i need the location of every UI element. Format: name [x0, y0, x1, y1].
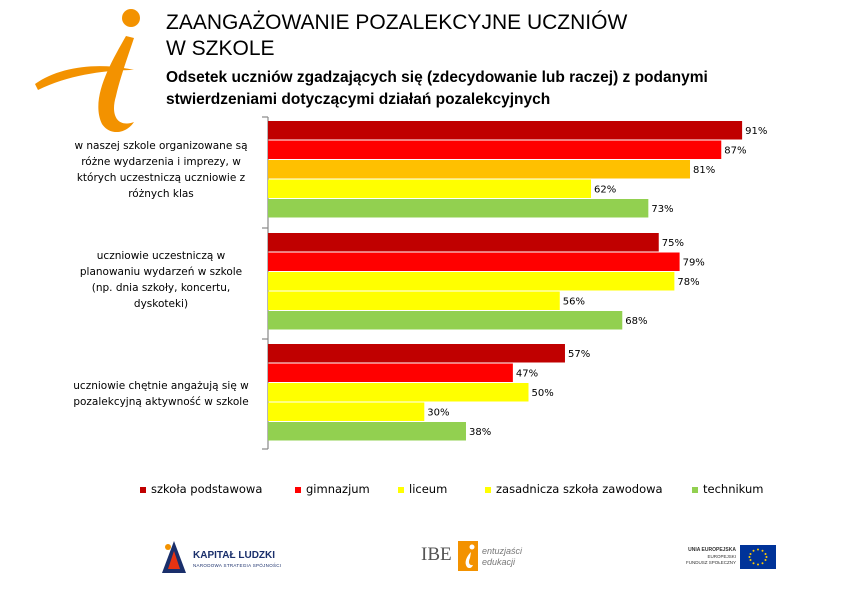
bar-1-1 — [268, 252, 680, 271]
bar-1-4 — [268, 311, 623, 330]
category-label-line: uczniowie chętnie angażują się w — [73, 380, 249, 392]
bar-value-label: 75% — [662, 238, 684, 249]
bar-value-label: 30% — [427, 408, 449, 419]
bar-value-label: 81% — [693, 165, 715, 176]
subtitle-line-2: stwierdzeniami dotyczącymi działań pozal… — [166, 91, 551, 108]
bar-value-label: 91% — [745, 126, 767, 137]
bar-1-0 — [268, 233, 659, 252]
legend-label: zasadnicza szkoła zawodowa — [496, 482, 663, 496]
subtitle-line-1: Odsetek uczniów zgadzających się (zdecyd… — [166, 69, 708, 86]
legend-item: szkoła podstawowa — [140, 482, 262, 496]
bar-0-1 — [268, 140, 722, 159]
eu-text-3: FUNDUSZ SPOŁECZNY — [685, 560, 736, 565]
bar-2-0 — [268, 344, 565, 363]
category-label-line: różne wydarzenia i imprezy, w — [81, 156, 241, 168]
category-label-line: (np. dnia szkoły, koncertu, — [91, 282, 231, 294]
bar-value-label: 50% — [532, 388, 554, 399]
legend-item: liceum — [398, 482, 447, 496]
legend-swatch — [692, 486, 698, 493]
category-label-line: różnych klas — [128, 188, 194, 200]
category-label-line: pozalekcyjną aktywność w szkole — [73, 396, 249, 408]
bar-value-label: 56% — [563, 297, 585, 308]
legend-item: zasadnicza szkoła zawodowa — [485, 482, 663, 496]
category-label-line: w naszej szkole organizowane są — [74, 140, 248, 152]
legend-swatch — [485, 486, 491, 493]
eu-text-2: EUROPEJSKI — [707, 554, 736, 559]
bar-value-label: 79% — [683, 258, 705, 269]
category-label-0: w naszej szkole organizowane są różne wy… — [58, 138, 264, 202]
ibe-tagline-2: edukacji — [482, 557, 516, 567]
page-title: ZAANGAŻOWANIE POZALEKCYJNE UCZNIÓW W SZK… — [166, 10, 826, 62]
legend-label: liceum — [409, 482, 448, 496]
bar-chart: 91% 87% 81% 62% 73% 75% 79% 78% 56% 68% 57% 47% 50% 3… — [262, 116, 767, 450]
category-label-line: dyskoteki) — [133, 298, 189, 310]
chart-legend: szkoła podstawowa gimnazjum liceum zasadnic… — [140, 482, 800, 500]
bar-value-label: 57% — [568, 349, 590, 360]
bar-2-3 — [268, 402, 425, 421]
bar-value-label: 62% — [594, 185, 616, 196]
legend-label: szkoła podstawowa — [151, 482, 263, 496]
bar-value-label: 73% — [651, 204, 673, 215]
bar-0-4 — [268, 199, 649, 218]
legend-swatch — [398, 486, 404, 493]
bar-1-3 — [268, 291, 560, 310]
bar-value-label: 38% — [469, 427, 491, 438]
category-label-2: uczniowie chętnie angażują się w pozalek… — [58, 378, 264, 410]
bar-value-label: 87% — [724, 146, 746, 157]
chart-subtitle: Odsetek uczniów zgadzających się (zdecyd… — [166, 67, 826, 111]
bar-0-2 — [268, 160, 691, 179]
legend-swatch — [295, 486, 301, 493]
kapital-ludzki-subtext: NARODOWA STRATEGIA SPÓJNOŚCI — [193, 563, 282, 568]
ibe-logo-icon — [458, 541, 478, 571]
title-line-2: W SZKOLE — [166, 37, 275, 60]
legend-item: gimnazjum — [295, 482, 370, 496]
eu-flag-icon — [740, 545, 776, 569]
footer-logos: KAPITAŁ LUDZKI NARODOWA STRATEGIA SPÓJNO… — [0, 535, 842, 575]
kapital-ludzki-logo-icon — [162, 541, 186, 573]
category-label-line: których uczestniczą uczniowie z — [76, 172, 246, 184]
bar-1-2 — [268, 272, 675, 291]
ibe-tagline-1: entuzjaści — [482, 546, 523, 556]
ibe-logo-text: IBE — [421, 544, 452, 565]
title-line-1: ZAANGAŻOWANIE POZALEKCYJNE UCZNIÓW — [166, 11, 628, 34]
bar-value-label: 68% — [625, 316, 647, 327]
bar-2-4 — [268, 422, 466, 441]
legend-label: gimnazjum — [306, 482, 370, 496]
bar-2-1 — [268, 363, 513, 382]
bar-value-label: 78% — [677, 277, 699, 288]
legend-swatch — [140, 486, 146, 493]
project-logo-icon — [35, 9, 140, 133]
bar-value-label: 47% — [516, 369, 538, 380]
kapital-ludzki-text: KAPITAŁ LUDZKI — [193, 550, 276, 561]
eu-text-1: UNIA EUROPEJSKA — [688, 547, 736, 553]
category-label-line: uczniowie uczestniczą w — [96, 250, 226, 262]
bar-2-2 — [268, 383, 529, 402]
legend-label: technikum — [703, 482, 764, 496]
legend-item: technikum — [692, 482, 763, 496]
bar-0-0 — [268, 121, 743, 140]
category-label-1: uczniowie uczestniczą w planowaniu wydar… — [58, 248, 264, 312]
category-label-line: planowaniu wydarzeń w szkole — [79, 266, 243, 278]
bar-0-3 — [268, 179, 592, 198]
